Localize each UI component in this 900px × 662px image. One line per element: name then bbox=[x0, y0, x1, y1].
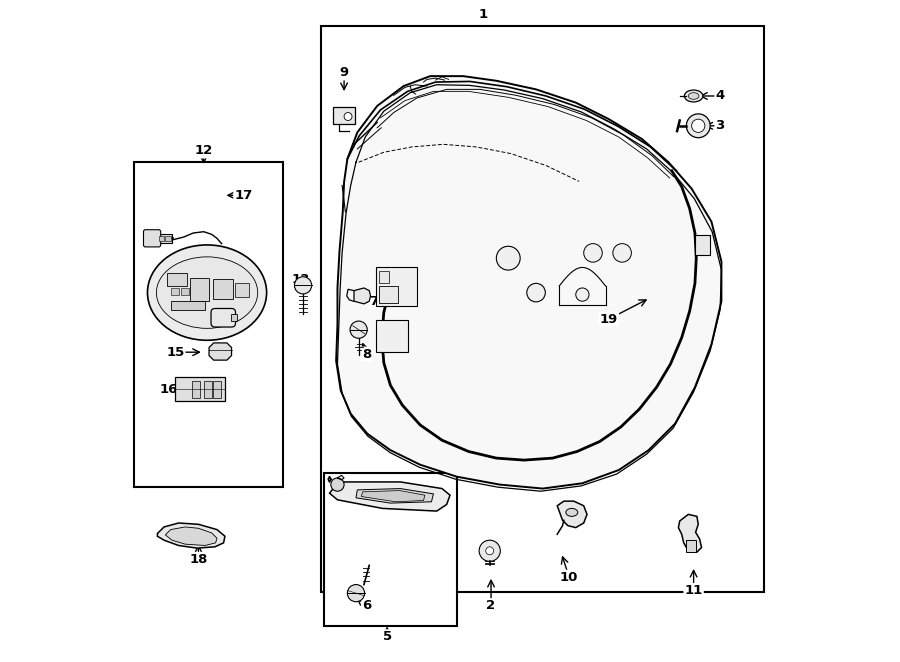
Bar bbox=[176, 377, 225, 401]
Bar bbox=[376, 320, 408, 352]
Bar bbox=[235, 283, 249, 297]
Polygon shape bbox=[166, 527, 217, 545]
Bar bbox=[213, 381, 220, 398]
Text: 15: 15 bbox=[166, 346, 184, 359]
Polygon shape bbox=[356, 489, 434, 503]
Text: 13: 13 bbox=[292, 273, 310, 286]
Circle shape bbox=[347, 585, 365, 602]
Text: 4: 4 bbox=[716, 89, 724, 103]
Text: 14: 14 bbox=[166, 311, 184, 324]
Bar bbox=[166, 273, 186, 286]
Circle shape bbox=[613, 244, 632, 262]
Polygon shape bbox=[336, 76, 722, 489]
Circle shape bbox=[350, 321, 367, 338]
Ellipse shape bbox=[566, 508, 578, 516]
Circle shape bbox=[486, 547, 494, 555]
Bar bbox=[321, 26, 764, 592]
Bar bbox=[181, 288, 188, 295]
Text: 8: 8 bbox=[362, 348, 371, 361]
Bar bbox=[158, 236, 164, 241]
Bar bbox=[158, 234, 172, 243]
Ellipse shape bbox=[148, 245, 266, 340]
Circle shape bbox=[576, 288, 589, 301]
Bar bbox=[379, 271, 389, 283]
FancyBboxPatch shape bbox=[211, 308, 236, 327]
Polygon shape bbox=[329, 482, 450, 511]
Polygon shape bbox=[361, 491, 425, 502]
Text: 6: 6 bbox=[362, 599, 371, 612]
Text: 7: 7 bbox=[369, 295, 378, 308]
Bar bbox=[379, 286, 398, 303]
Text: 9: 9 bbox=[339, 66, 348, 79]
Text: 5: 5 bbox=[382, 630, 392, 643]
Bar bbox=[166, 236, 171, 241]
Bar bbox=[334, 107, 356, 124]
Ellipse shape bbox=[688, 93, 699, 99]
Circle shape bbox=[526, 283, 545, 302]
Circle shape bbox=[294, 277, 311, 294]
Bar bbox=[171, 288, 178, 295]
Ellipse shape bbox=[684, 90, 703, 102]
Circle shape bbox=[691, 119, 705, 132]
Text: 3: 3 bbox=[716, 119, 724, 132]
Bar bbox=[203, 381, 212, 398]
Circle shape bbox=[584, 244, 602, 262]
Bar bbox=[133, 162, 284, 487]
Bar bbox=[324, 473, 456, 626]
FancyBboxPatch shape bbox=[143, 230, 161, 247]
Text: 12: 12 bbox=[194, 144, 213, 158]
Circle shape bbox=[331, 478, 344, 491]
Text: 19: 19 bbox=[599, 312, 618, 326]
Text: 10: 10 bbox=[560, 571, 579, 584]
Bar bbox=[191, 278, 209, 301]
Text: 1: 1 bbox=[479, 8, 488, 21]
Bar bbox=[231, 314, 238, 321]
Polygon shape bbox=[209, 343, 231, 360]
Ellipse shape bbox=[157, 257, 257, 328]
Polygon shape bbox=[557, 501, 587, 528]
Text: 2: 2 bbox=[487, 599, 496, 612]
Bar bbox=[687, 540, 697, 552]
Bar bbox=[171, 301, 205, 310]
Text: 17: 17 bbox=[234, 189, 253, 202]
Circle shape bbox=[344, 113, 352, 120]
Bar bbox=[213, 279, 233, 299]
Bar bbox=[376, 267, 417, 306]
Bar bbox=[695, 235, 709, 255]
Circle shape bbox=[496, 246, 520, 270]
Text: 11: 11 bbox=[685, 584, 703, 597]
Polygon shape bbox=[679, 514, 702, 552]
Polygon shape bbox=[158, 523, 225, 548]
Text: 18: 18 bbox=[189, 553, 208, 566]
Text: 16: 16 bbox=[159, 383, 178, 396]
Circle shape bbox=[687, 114, 710, 138]
Polygon shape bbox=[354, 288, 371, 304]
Circle shape bbox=[479, 540, 500, 561]
Bar bbox=[192, 381, 200, 398]
